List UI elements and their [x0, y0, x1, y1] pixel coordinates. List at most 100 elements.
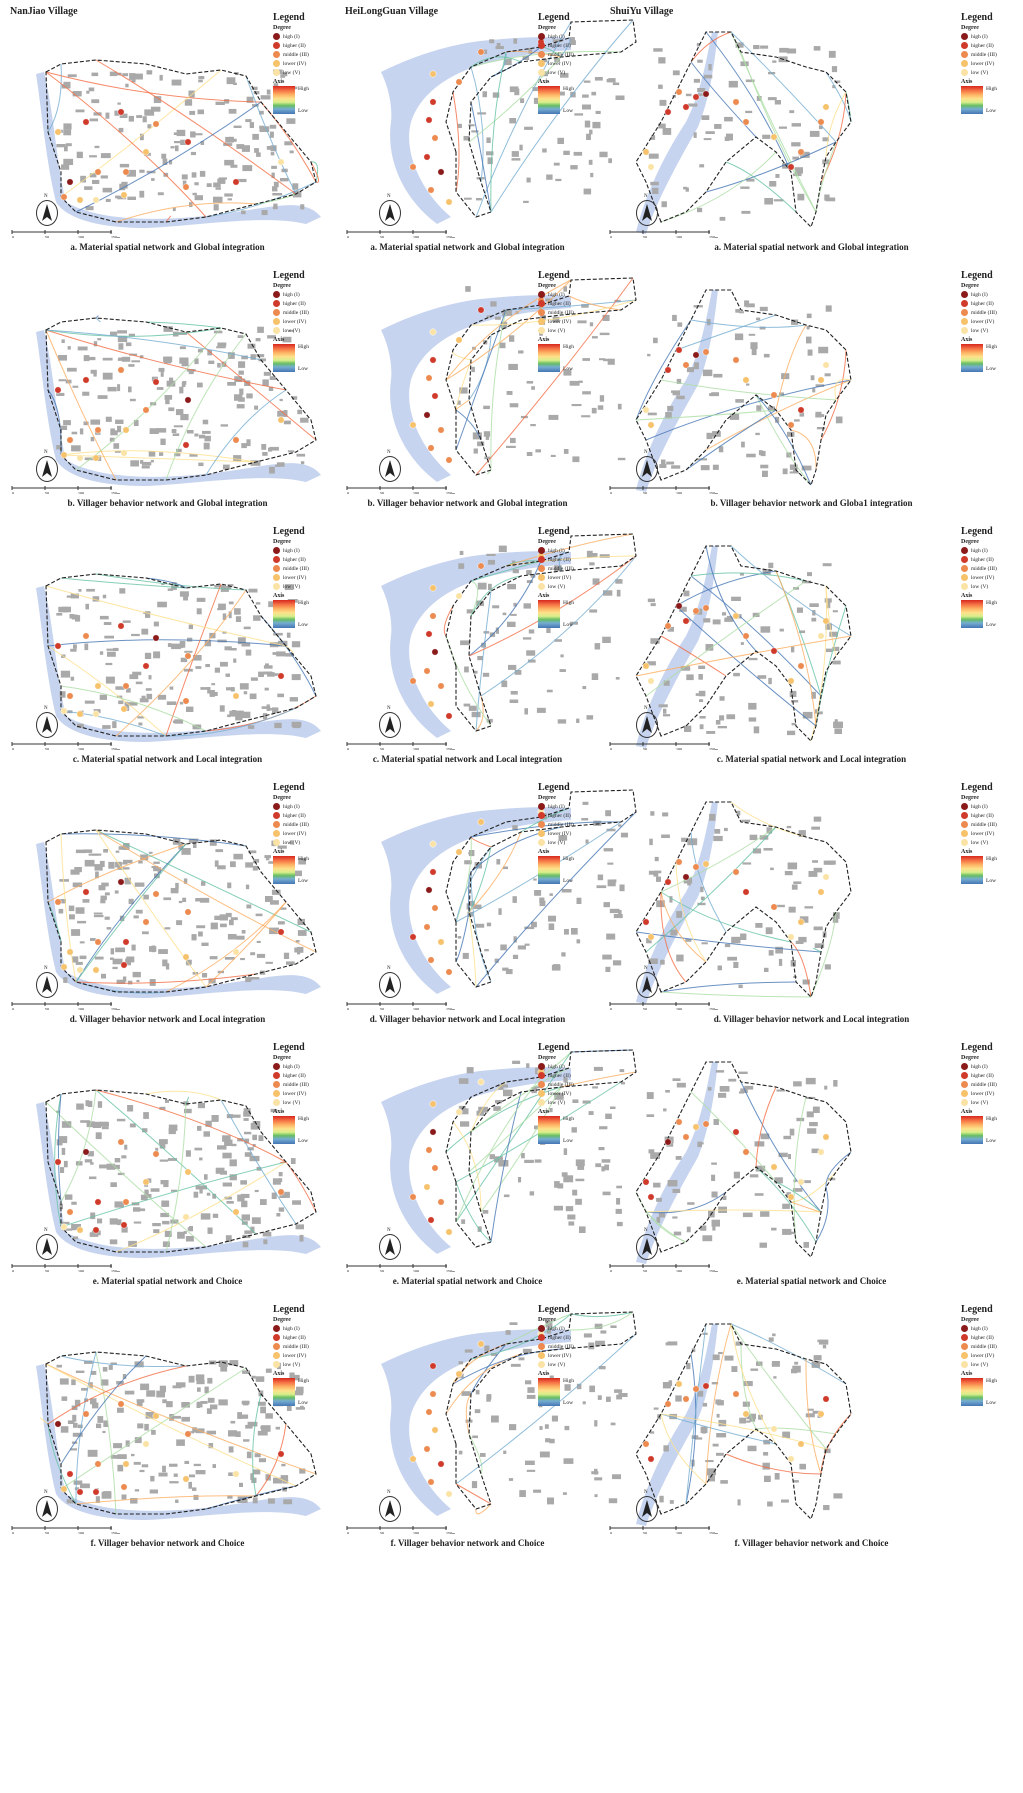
village-map: [381, 1049, 637, 1254]
building: [715, 1070, 725, 1073]
poi-marker: [742, 1410, 750, 1418]
scale-tick-label: 50: [380, 1531, 384, 1534]
building: [465, 1419, 473, 1423]
axis-label: Axis: [273, 1371, 285, 1377]
building: [658, 123, 666, 129]
poi-marker: [82, 376, 90, 384]
map-legend: Legend Degree high (I) higher (II) middle (I…: [538, 270, 608, 372]
building: [169, 1481, 179, 1484]
building: [545, 1320, 553, 1328]
building: [122, 867, 130, 870]
building: [592, 121, 601, 129]
degree-legend-label: high (I): [548, 1063, 565, 1070]
building: [772, 60, 777, 63]
building: [573, 151, 583, 156]
degree-legend-label: low (V): [971, 583, 989, 590]
axial-line: [730, 1323, 847, 1385]
axis-high-label: High: [563, 1378, 574, 1384]
degree-legend-item: high (I): [273, 32, 343, 41]
poi-marker: [455, 336, 463, 344]
building: [691, 1348, 696, 1352]
building: [292, 721, 301, 729]
building: [672, 1188, 681, 1193]
building: [61, 164, 70, 170]
axial-line: [790, 1171, 837, 1203]
poi-marker: [425, 1146, 433, 1154]
building: [805, 1077, 816, 1085]
poi-marker: [92, 1226, 100, 1234]
poi-marker: [409, 1455, 417, 1463]
building: [260, 1406, 266, 1414]
building: [822, 159, 830, 165]
degree-legend-item: high (I): [273, 546, 343, 555]
building: [717, 726, 727, 729]
degree-swatch: [961, 1072, 968, 1079]
building: [748, 717, 757, 722]
poi-marker: [232, 1208, 240, 1216]
building: [524, 708, 528, 715]
building: [693, 132, 697, 138]
degree-legend-item: lower (IV): [961, 59, 1023, 68]
building: [791, 319, 799, 325]
building: [144, 1423, 149, 1431]
building: [190, 131, 196, 138]
building: [826, 601, 831, 609]
poi-marker: [675, 1118, 683, 1126]
poi-marker: [770, 391, 778, 399]
legend-title: Legend: [538, 1042, 570, 1053]
building: [582, 358, 590, 361]
scale-tick-label: 150m: [446, 747, 455, 750]
axial-line: [60, 1355, 147, 1465]
building: [203, 1131, 210, 1137]
axial-line: [60, 833, 247, 847]
building: [472, 432, 482, 440]
building: [563, 1175, 574, 1183]
building: [125, 1440, 130, 1447]
axis-low-label: Low: [986, 108, 997, 114]
building: [731, 1366, 738, 1372]
building: [56, 144, 66, 148]
axial-line: [725, 1453, 822, 1475]
building: [168, 1128, 176, 1135]
axis-color-ramp: [961, 1378, 983, 1406]
building: [775, 174, 780, 178]
building: [563, 150, 570, 155]
building: [686, 367, 694, 373]
axis-color-ramp: [538, 1116, 560, 1144]
axial-line: [740, 51, 817, 213]
poi-marker: [184, 652, 192, 660]
building: [295, 1224, 304, 1230]
axial-line: [470, 1081, 507, 1133]
map-panel: N 0 50 100 150m Legend Degree high (I) higher (I…: [335, 514, 637, 770]
axial-line: [755, 1427, 837, 1435]
building: [787, 862, 798, 870]
building: [798, 830, 806, 837]
poi-marker: [429, 868, 437, 876]
building: [477, 441, 485, 447]
degree-swatch: [273, 51, 280, 58]
building: [659, 99, 667, 106]
building: [653, 337, 658, 344]
building: [764, 198, 773, 205]
degree-legend-label: low (V): [548, 327, 566, 334]
poi-marker: [122, 1460, 130, 1468]
axial-line: [730, 31, 817, 213]
building: [518, 1177, 522, 1183]
building: [672, 70, 680, 76]
building: [224, 1196, 232, 1200]
building: [147, 124, 152, 129]
poi-marker: [232, 178, 240, 186]
building: [230, 164, 238, 168]
building: [652, 187, 659, 194]
degree-swatch: [538, 60, 545, 67]
building: [490, 1353, 498, 1356]
poi-marker: [787, 1193, 795, 1201]
building: [74, 1487, 80, 1491]
building: [606, 78, 611, 83]
building: [228, 1446, 234, 1453]
building: [159, 1385, 166, 1393]
axial-line: [645, 580, 807, 697]
scale-tick-label: 50: [45, 1269, 49, 1272]
building: [109, 437, 115, 442]
building: [196, 1380, 205, 1385]
